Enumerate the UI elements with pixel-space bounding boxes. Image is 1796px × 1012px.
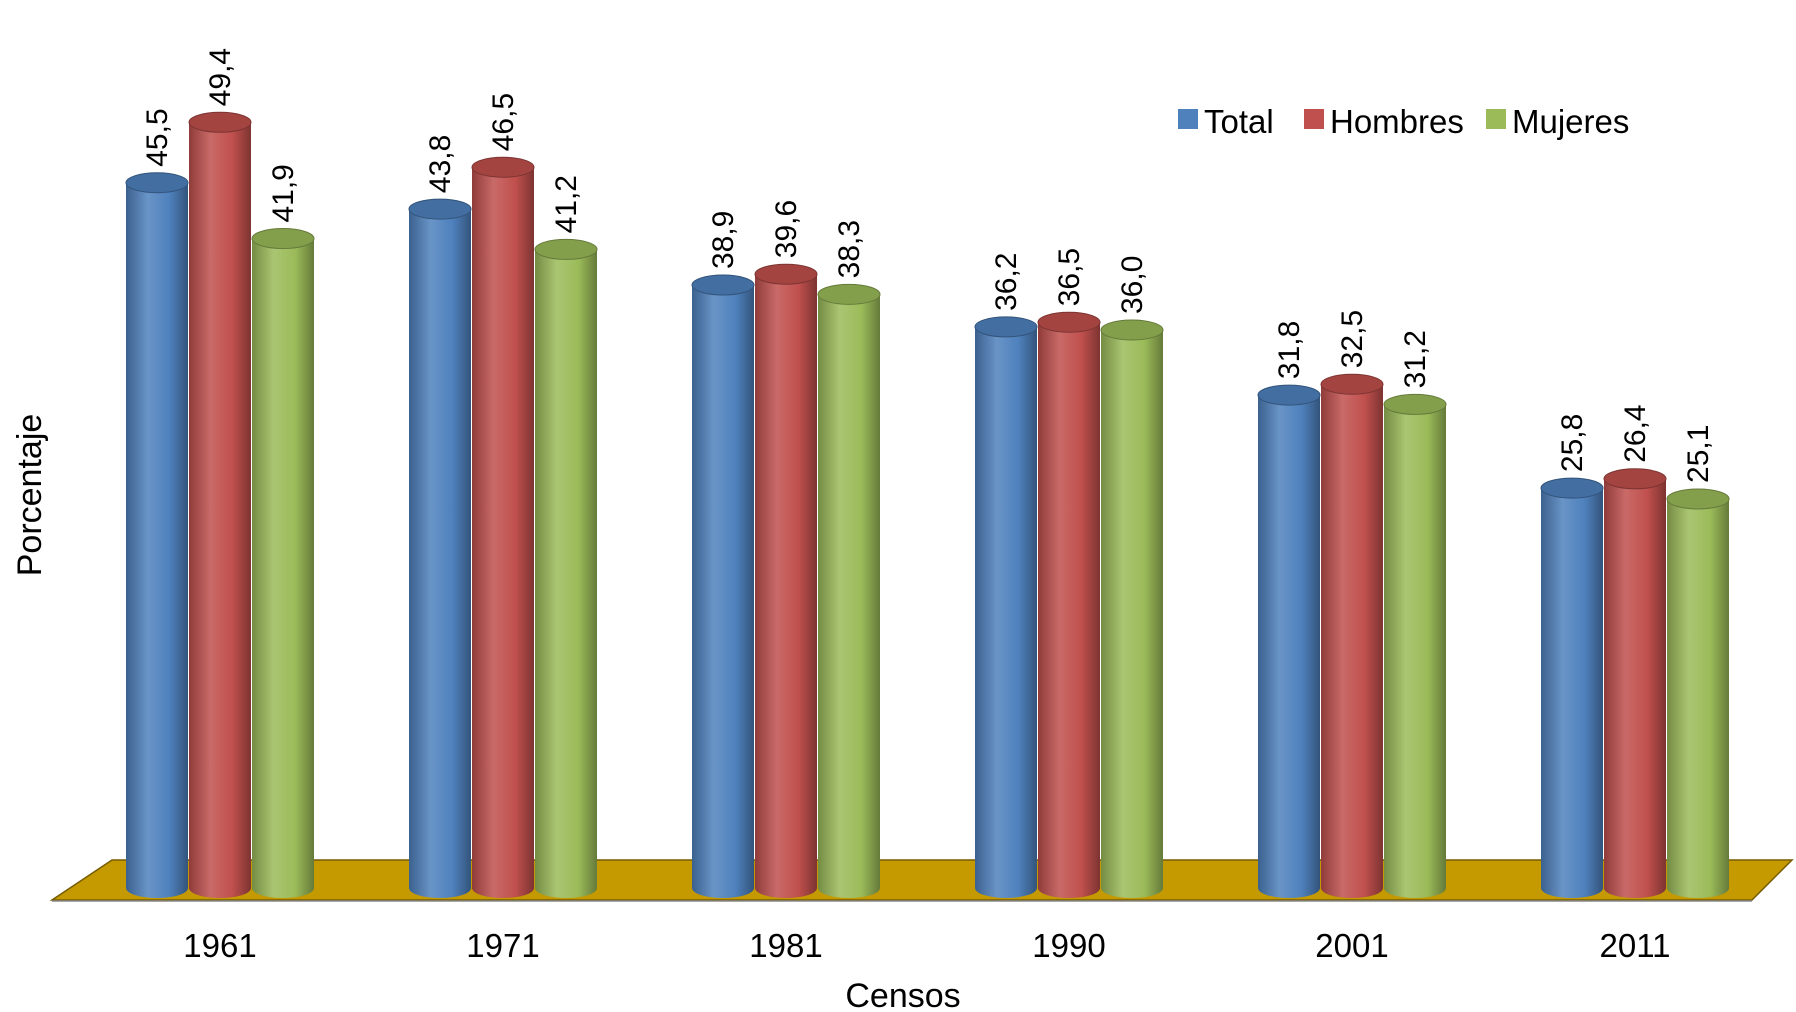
bar-mujeres-2011 (1666, 488, 1730, 898)
x-axis-ticks: 1961 1971 1981 1990 2001 2011 (183, 927, 1670, 964)
bar-total-2001 (1257, 384, 1321, 898)
x-tick-2011: 2011 (1600, 927, 1671, 964)
x-tick-1961: 1961 (183, 927, 256, 964)
bars (125, 111, 1730, 899)
data-label-mujeres-2011: 25,1 (1682, 425, 1715, 483)
legend-label: Hombres (1330, 103, 1464, 140)
data-labels: 45,5 49,4 41,9 43,8 46,5 41,2 38,9 39,6 38,3 36,2… (141, 48, 1715, 483)
legend-item-hombres: Hombres (1304, 103, 1464, 140)
bar-total-1971 (408, 198, 472, 899)
y-axis-title: Porcentaje (11, 414, 49, 577)
data-label-mujeres-1971: 41,2 (550, 175, 583, 233)
x-tick-1981: 1981 (749, 927, 822, 964)
bar-hombres-1971 (471, 156, 535, 898)
legend-label: Total (1204, 103, 1274, 140)
data-label-hombres-2001: 32,5 (1336, 310, 1369, 368)
bar-hombres-2011 (1603, 468, 1667, 898)
bar-hombres-1981 (754, 263, 818, 898)
bar-total-1981 (691, 274, 755, 898)
legend-swatch (1486, 109, 1506, 129)
bar-total-2011 (1540, 477, 1604, 898)
data-label-mujeres-1981: 38,3 (833, 220, 866, 278)
bar-mujeres-1961 (251, 228, 315, 899)
legend: Total Hombres Mujeres (1178, 103, 1629, 140)
bar-hombres-2001 (1320, 373, 1384, 898)
x-tick-1971: 1971 (466, 927, 539, 964)
legend-label: Mujeres (1512, 103, 1629, 140)
data-label-total-2011: 25,8 (1556, 414, 1589, 472)
bar-mujeres-1981 (817, 283, 881, 899)
data-label-hombres-1961: 49,4 (204, 48, 237, 106)
bar-hombres-1961 (188, 111, 252, 899)
data-label-mujeres-1961: 41,9 (267, 164, 300, 222)
legend-swatch (1178, 109, 1198, 129)
x-axis-title: Censos (845, 977, 960, 1012)
bar-hombres-1990 (1037, 311, 1101, 898)
bar-mujeres-2001 (1383, 393, 1447, 898)
data-label-total-1981: 38,9 (707, 211, 740, 269)
data-label-hombres-1981: 39,6 (770, 200, 803, 258)
legend-item-total: Total (1178, 103, 1274, 140)
data-label-hombres-2011: 26,4 (1619, 404, 1652, 462)
x-tick-1990: 1990 (1032, 927, 1105, 964)
data-label-total-1990: 36,2 (990, 253, 1023, 311)
x-tick-2001: 2001 (1315, 927, 1388, 964)
data-label-mujeres-1990: 36,0 (1116, 256, 1149, 314)
data-label-total-2001: 31,8 (1273, 321, 1306, 379)
data-label-total-1971: 43,8 (424, 135, 457, 193)
data-label-total-1961: 45,5 (141, 108, 174, 166)
bar-total-1990 (974, 316, 1038, 898)
legend-item-mujeres: Mujeres (1486, 103, 1629, 140)
bar-mujeres-1990 (1100, 319, 1164, 898)
data-label-hombres-1971: 46,5 (487, 93, 520, 151)
data-label-hombres-1990: 36,5 (1053, 248, 1086, 306)
bar-total-1961 (125, 172, 189, 898)
legend-swatch (1304, 109, 1324, 129)
data-label-mujeres-2001: 31,2 (1399, 330, 1432, 388)
bar-mujeres-1971 (534, 238, 598, 898)
